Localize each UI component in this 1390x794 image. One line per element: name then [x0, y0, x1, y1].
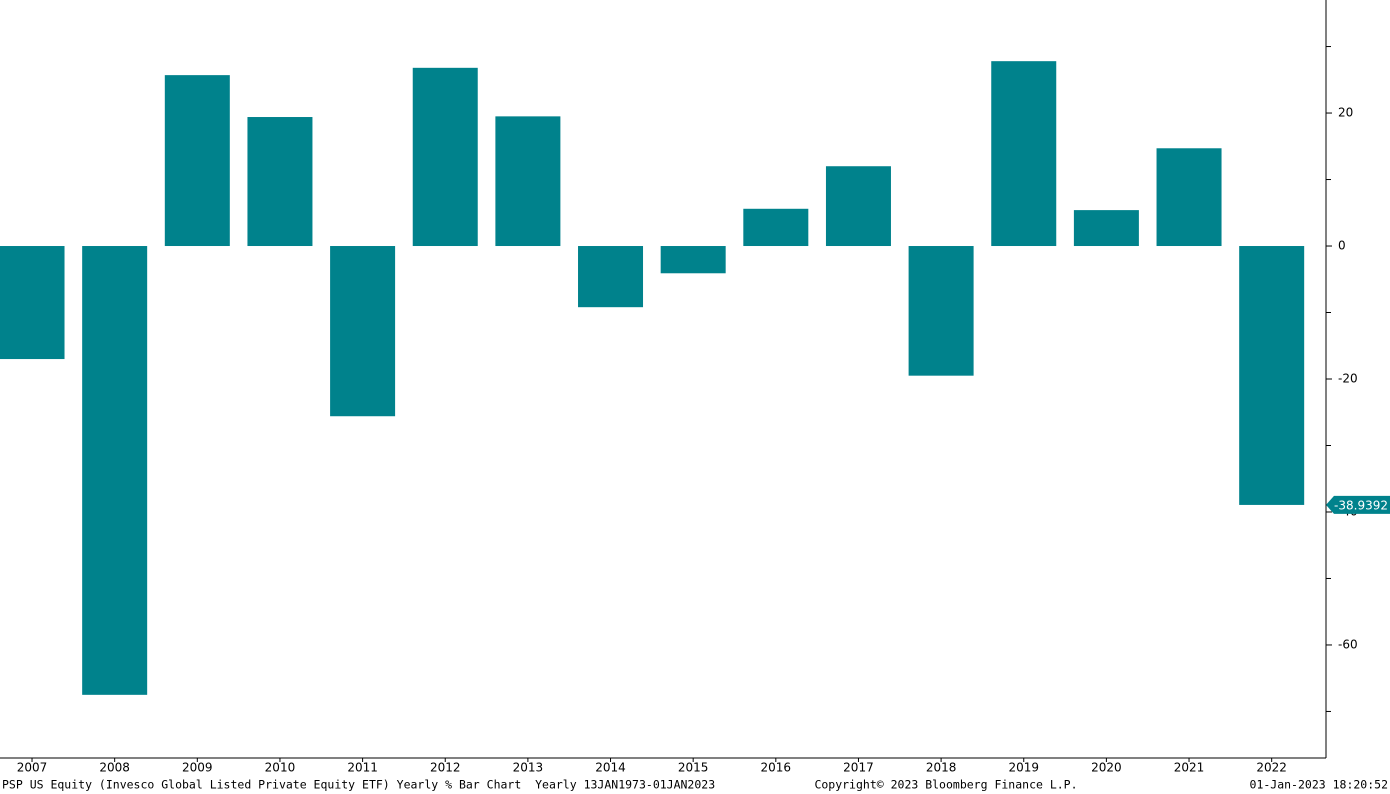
x-tick-label: 2008 [99, 761, 130, 775]
bar [0, 246, 65, 360]
bar [908, 246, 974, 376]
bar [1073, 210, 1139, 247]
x-tick-label: 2017 [843, 761, 874, 775]
bar [991, 61, 1057, 247]
bar [82, 246, 148, 695]
bar [743, 208, 809, 247]
x-tick-label: 2015 [678, 761, 709, 775]
bar [1239, 246, 1305, 505]
x-tick-label: 2010 [265, 761, 296, 775]
x-tick-label: 2020 [1091, 761, 1122, 775]
bar [578, 246, 644, 308]
y-tick-label: -60 [1338, 637, 1358, 651]
x-tick-label: 2022 [1256, 761, 1287, 775]
bar [660, 246, 726, 274]
bar [1156, 148, 1222, 247]
x-tick-label: 2011 [347, 761, 378, 775]
y-tick-label: 20 [1338, 106, 1353, 120]
y-tick-label: 0 [1338, 239, 1346, 253]
x-tick-label: 2014 [595, 761, 626, 775]
y-tick-label: -20 [1338, 372, 1358, 386]
bar [412, 67, 478, 247]
bar [495, 116, 561, 247]
x-tick-label: 2019 [1008, 761, 1039, 775]
x-tick-label: 2021 [1174, 761, 1205, 775]
x-tick-label: 2016 [761, 761, 792, 775]
footer-left: PSP US Equity (Invesco Global Listed Pri… [2, 778, 715, 792]
x-tick-label: 2009 [182, 761, 213, 775]
x-tick-label: 2018 [926, 761, 957, 775]
footer-center: Copyright© 2023 Bloomberg Finance L.P. [814, 778, 1077, 792]
x-tick-label: 2012 [430, 761, 461, 775]
bar [247, 117, 313, 247]
last-value-label: -38.9392 [1334, 498, 1388, 512]
last-value-tag [1326, 495, 1390, 514]
x-tick-label: 2013 [513, 761, 544, 775]
bar [330, 246, 396, 417]
bar [164, 75, 230, 247]
bar [825, 166, 891, 247]
x-tick-label: 2007 [17, 761, 48, 775]
footer-right: 01-Jan-2023 18:20:52 [1250, 778, 1388, 792]
